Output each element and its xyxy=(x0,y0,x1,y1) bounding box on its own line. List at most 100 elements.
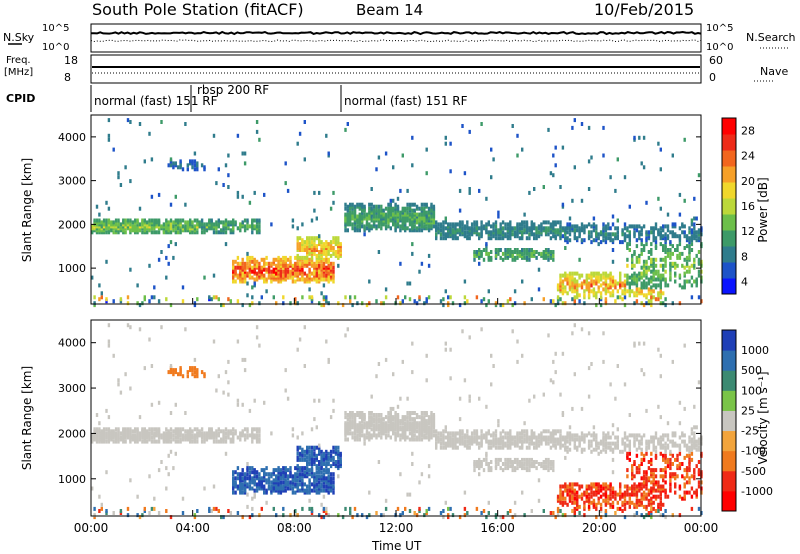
velocity-cell xyxy=(167,439,170,444)
velocity-cell xyxy=(513,435,517,440)
velocity-cell xyxy=(294,474,297,479)
power-cell xyxy=(306,236,309,241)
velocity-cell xyxy=(552,468,555,473)
velocity-cell xyxy=(602,439,605,444)
velocity-cell xyxy=(196,427,199,432)
power-cell xyxy=(301,261,304,266)
velocity-cell xyxy=(131,433,134,438)
power-cell xyxy=(678,255,682,260)
power-cell xyxy=(654,283,658,288)
power-cell xyxy=(375,204,378,209)
velocity-cell xyxy=(537,478,541,483)
velocity-cell xyxy=(576,433,579,438)
velocity-cell xyxy=(267,480,271,485)
power-cell xyxy=(561,289,565,294)
power-cell xyxy=(633,301,636,306)
power-colorbar-tick: 28 xyxy=(741,125,755,138)
velocity-cell xyxy=(172,429,175,434)
velocity-cell xyxy=(255,439,259,444)
velocity-cell xyxy=(463,435,467,440)
power-cell xyxy=(401,299,404,304)
power-cell xyxy=(652,261,655,266)
velocity-cell xyxy=(358,421,361,426)
velocity-cell xyxy=(547,464,550,469)
velocity-cell xyxy=(100,431,103,436)
velocity-cell xyxy=(224,427,228,432)
velocity-cell xyxy=(561,490,565,495)
power-cell xyxy=(435,232,438,237)
velocity-cell xyxy=(411,431,414,436)
velocity-cell xyxy=(528,468,531,473)
power-colorbar-tick: 12 xyxy=(741,225,755,238)
power-cell xyxy=(571,271,574,276)
power-cell xyxy=(212,273,216,278)
power-cell xyxy=(509,253,512,258)
velocity-cell xyxy=(447,513,450,518)
velocity-cell xyxy=(334,449,338,454)
velocity-cell xyxy=(318,488,321,493)
velocity-cell xyxy=(549,466,553,471)
velocity-cell xyxy=(243,437,247,442)
power-cell xyxy=(117,175,120,180)
velocity-cell xyxy=(105,427,108,432)
velocity-cell xyxy=(499,435,502,440)
power-cell xyxy=(566,273,569,278)
velocity-cell xyxy=(143,439,146,444)
velocity-cell xyxy=(578,439,581,444)
power-cell xyxy=(98,297,101,302)
velocity-cell xyxy=(289,474,292,479)
velocity-cell xyxy=(284,466,287,471)
power-cell xyxy=(494,220,498,225)
power-cell xyxy=(265,289,268,294)
velocity-cell xyxy=(308,480,311,485)
power-cell xyxy=(418,269,421,274)
velocity-cell xyxy=(253,492,256,497)
power-cell xyxy=(683,230,686,235)
power-cell xyxy=(399,301,402,306)
power-cell xyxy=(523,212,526,217)
velocity-cell xyxy=(165,435,168,440)
power-cell xyxy=(298,271,302,276)
velocity-cell xyxy=(451,431,455,436)
power-cell xyxy=(566,236,569,241)
power-cell xyxy=(248,303,252,308)
power-cell xyxy=(169,222,173,227)
power-cell xyxy=(468,190,471,195)
velocity-cell xyxy=(497,462,500,466)
power-cell xyxy=(289,259,292,264)
velocity-cell xyxy=(568,494,572,499)
velocity-cell xyxy=(301,431,304,436)
power-cell xyxy=(136,218,139,223)
power-cell xyxy=(224,163,228,168)
velocity-cell xyxy=(399,419,402,424)
power-cell xyxy=(310,240,314,245)
power-cell xyxy=(169,157,173,162)
power-cell xyxy=(186,167,189,172)
power-cell xyxy=(454,222,457,227)
velocity-cell xyxy=(566,484,569,489)
velocity-cell xyxy=(155,431,158,436)
power-cell xyxy=(666,234,670,239)
power-cell xyxy=(544,220,548,225)
velocity-cell xyxy=(126,513,130,518)
power-cell xyxy=(396,295,400,300)
power-cell xyxy=(616,157,619,162)
power-cell xyxy=(134,218,137,223)
velocity-cell xyxy=(573,513,576,518)
velocity-cell xyxy=(294,472,297,477)
power-cell xyxy=(298,277,302,282)
velocity-cell xyxy=(487,431,490,436)
power-cell xyxy=(544,226,548,231)
velocity-cell xyxy=(306,470,309,475)
power-cell xyxy=(647,277,651,282)
velocity-cell xyxy=(523,429,526,434)
velocity-cell xyxy=(296,484,299,489)
power-cell xyxy=(236,255,240,260)
velocity-cell xyxy=(487,429,490,434)
velocity-cell xyxy=(399,421,402,426)
power-cell xyxy=(246,251,249,256)
power-cell xyxy=(537,224,541,229)
velocity-cell xyxy=(604,445,608,450)
velocity-cell xyxy=(112,435,115,440)
power-cell xyxy=(595,224,598,229)
